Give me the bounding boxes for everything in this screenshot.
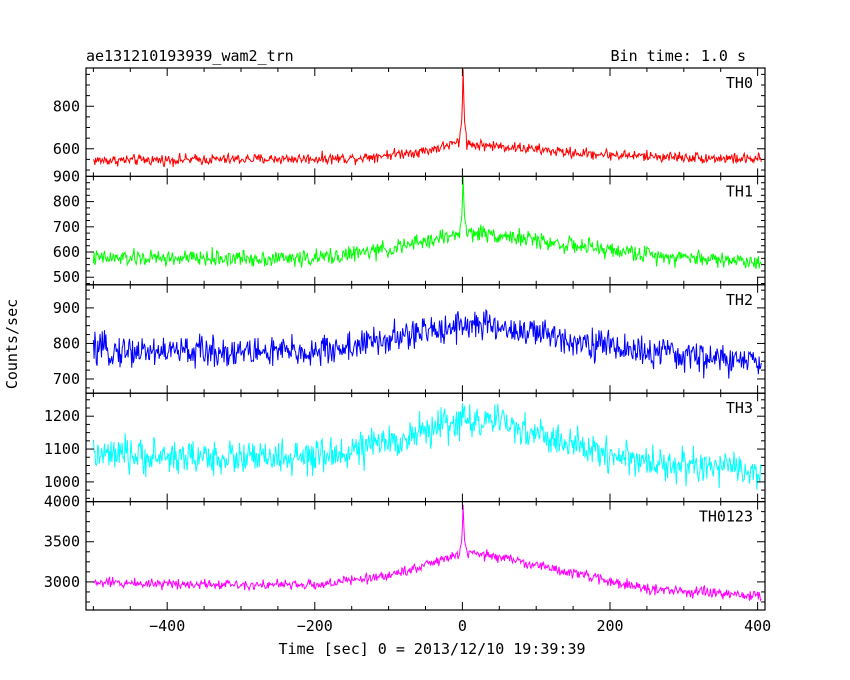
x-tick-label: −200: [297, 617, 333, 635]
y-tick-label: 900: [53, 167, 80, 185]
panel-label: TH1: [726, 182, 753, 200]
y-tick-label: 700: [53, 370, 80, 388]
series-line-th0123: [93, 504, 762, 602]
y-tick-label: 800: [53, 193, 80, 211]
panel-th0: 600 800 TH0: [53, 67, 766, 178]
x-tick-label: 400: [744, 617, 771, 635]
x-axis-label: Time [sec] 0 = 2013/12/10 19:39:39: [278, 640, 585, 658]
series-line-th3: [92, 403, 762, 490]
y-tick-label: 1200: [44, 407, 80, 425]
panel-th0123: 3000 3500 4000 TH0123: [44, 493, 766, 611]
y-tick-label: 700: [53, 218, 80, 236]
series-line-th1: [92, 176, 762, 270]
panel-label: TH0123: [699, 508, 753, 526]
y-tick-label: 600: [53, 140, 80, 158]
y-axis-label: Counts/sec: [3, 299, 21, 389]
y-tick-label: 4000: [44, 493, 80, 511]
panel-frame: [85, 392, 766, 503]
bin-time-label: Bin time: 1.0 s: [611, 47, 746, 65]
y-tick-label: 500: [53, 268, 80, 286]
panel-frame: [85, 67, 766, 178]
panel-label: TH3: [726, 399, 753, 417]
panel-label: TH0: [726, 74, 753, 92]
y-tick-label: 1100: [44, 440, 80, 458]
series-line-th0: [92, 69, 762, 168]
panel-frame: [85, 175, 766, 286]
y-tick-label: 600: [53, 243, 80, 261]
y-tick-label: 3500: [44, 533, 80, 551]
series-line-th2: [92, 308, 762, 379]
y-tick-label: 900: [53, 299, 80, 317]
panel-th2: 700 800 900 TH2: [53, 284, 766, 394]
chart-title: ae131210193939_wam2_trn: [86, 47, 294, 65]
x-tick-label: 0: [458, 617, 467, 635]
x-tick-label: 200: [596, 617, 623, 635]
x-tick-label: −400: [149, 617, 185, 635]
y-tick-label: 800: [53, 97, 80, 115]
panel-label: TH2: [726, 291, 753, 309]
y-tick-label: 1000: [44, 473, 80, 491]
panel-th3: 1000 1100 1200 TH3: [44, 392, 766, 503]
panel-th1: 500 600 700 800 900 TH1: [53, 167, 766, 286]
y-tick-label: 3000: [44, 573, 80, 591]
y-tick-label: 800: [53, 334, 80, 352]
panel-stack: 600 800 TH0 500 600 700 800 900 TH1 700 800 900 TH2 1…: [44, 67, 771, 635]
panel-frame: [85, 501, 766, 611]
